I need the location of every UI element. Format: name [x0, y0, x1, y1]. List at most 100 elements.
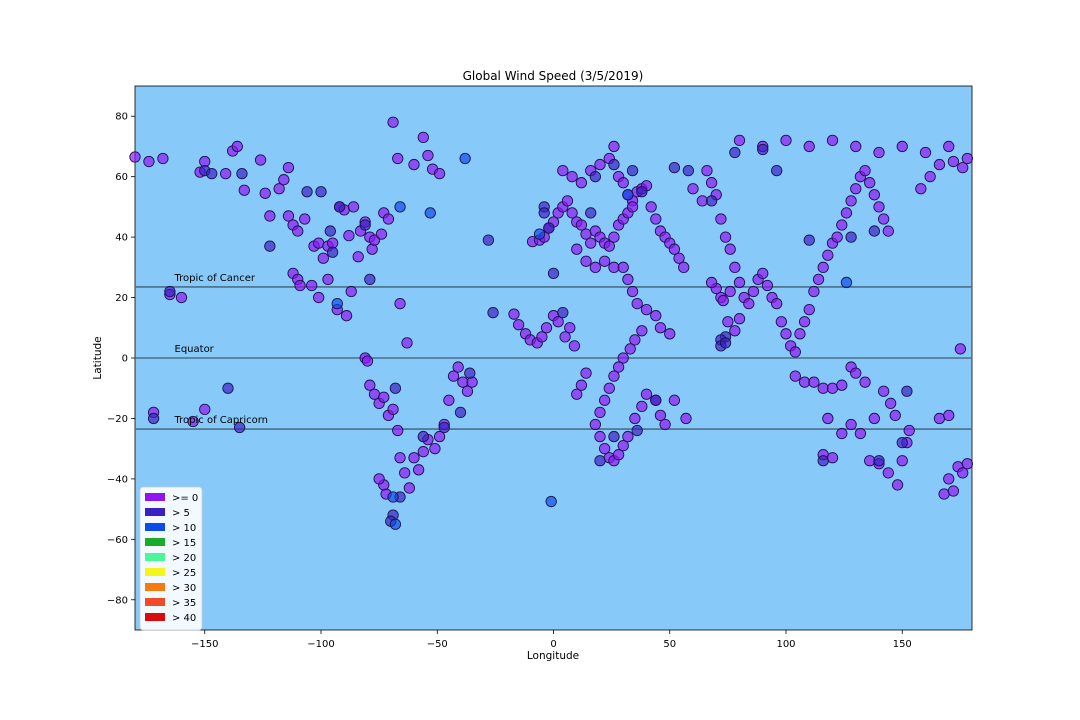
data-point — [803, 140, 815, 153]
data-point — [561, 195, 574, 207]
data-point — [724, 285, 736, 298]
data-point — [599, 394, 611, 406]
data-point — [631, 297, 643, 310]
data-point — [943, 473, 955, 485]
data-point — [403, 482, 415, 494]
data-point — [231, 140, 243, 153]
data-point — [394, 201, 406, 213]
data-point — [780, 328, 792, 340]
data-point — [836, 219, 848, 231]
legend-label: > 5 — [172, 508, 190, 519]
data-point — [954, 343, 967, 355]
data-point — [947, 155, 960, 168]
data-point — [640, 388, 653, 400]
data-point — [873, 146, 885, 159]
data-point — [433, 167, 446, 180]
data-point — [361, 355, 374, 367]
data-point — [668, 161, 681, 174]
data-point — [222, 382, 234, 394]
data-point — [889, 409, 901, 422]
data-point — [803, 234, 815, 246]
reference-line-labels: Tropic of Cancer Equator Tropic of Caprico… — [174, 273, 269, 426]
data-point — [882, 225, 894, 237]
data-point — [878, 213, 890, 225]
data-point — [631, 424, 643, 437]
data-point — [733, 313, 746, 325]
x-tick-label: −150 — [191, 639, 218, 650]
data-point — [626, 164, 639, 177]
x-axis: −150 −100 −50 0 50 100 150 — [191, 630, 912, 650]
data-point — [508, 308, 520, 320]
data-point — [282, 210, 295, 222]
data-point — [719, 231, 732, 243]
data-point — [487, 307, 499, 319]
data-point — [947, 485, 960, 497]
data-point — [575, 177, 588, 189]
data-point — [575, 379, 588, 391]
data-point — [364, 379, 376, 391]
data-point — [599, 255, 611, 267]
data-point — [373, 473, 385, 485]
data-point — [624, 343, 636, 355]
data-point — [387, 116, 399, 128]
data-point — [399, 467, 411, 479]
data-point — [854, 427, 867, 440]
data-point — [654, 409, 667, 422]
data-point — [594, 406, 606, 419]
data-point — [629, 412, 641, 425]
data-point — [626, 201, 639, 213]
data-point — [775, 316, 787, 328]
data-point — [626, 285, 639, 298]
data-point — [233, 421, 246, 434]
data-point — [375, 228, 388, 240]
data-point — [817, 455, 829, 467]
data-point — [254, 154, 267, 166]
data-point — [564, 322, 576, 334]
data-point — [612, 361, 625, 373]
data-point — [617, 261, 629, 273]
data-point — [306, 279, 318, 292]
data-point — [594, 455, 606, 467]
data-point — [826, 452, 839, 464]
legend-swatch — [145, 568, 165, 576]
legend-swatch — [145, 598, 165, 606]
legend-label: > 10 — [172, 523, 196, 534]
data-point — [408, 158, 420, 171]
data-point — [850, 183, 862, 195]
y-tick-label: −80 — [107, 595, 128, 606]
data-point — [873, 201, 885, 213]
data-point — [566, 207, 578, 219]
data-point — [845, 418, 857, 431]
data-point — [585, 237, 597, 249]
data-point — [352, 251, 364, 263]
data-point — [333, 201, 346, 213]
data-point — [822, 412, 834, 425]
data-point — [429, 443, 441, 455]
data-point — [612, 449, 625, 461]
data-point — [812, 273, 825, 286]
data-point — [324, 225, 336, 237]
data-point — [719, 337, 732, 349]
data-point — [864, 455, 876, 467]
data-point — [896, 140, 908, 153]
data-point — [826, 382, 839, 394]
data-point — [884, 397, 897, 409]
data-point — [673, 252, 685, 264]
data-point — [680, 412, 692, 425]
data-point — [850, 140, 862, 153]
legend-swatch — [145, 538, 165, 546]
data-point — [636, 325, 648, 337]
data-point — [794, 328, 806, 340]
data-point — [278, 174, 290, 186]
legend: >= 0 > 5 > 10 > 15 > 20 > 25 > 30 > 35 > 40 — [139, 486, 203, 631]
data-point — [822, 249, 834, 261]
chart-title: Global Wind Speed (3/5/2019) — [463, 69, 644, 83]
y-axis-label: Latitude — [92, 336, 104, 379]
data-point — [408, 452, 420, 464]
data-point — [394, 452, 406, 464]
data-point — [438, 421, 450, 434]
legend-label: > 30 — [172, 583, 196, 594]
legend-label: > 20 — [172, 553, 196, 564]
data-point — [617, 177, 629, 189]
